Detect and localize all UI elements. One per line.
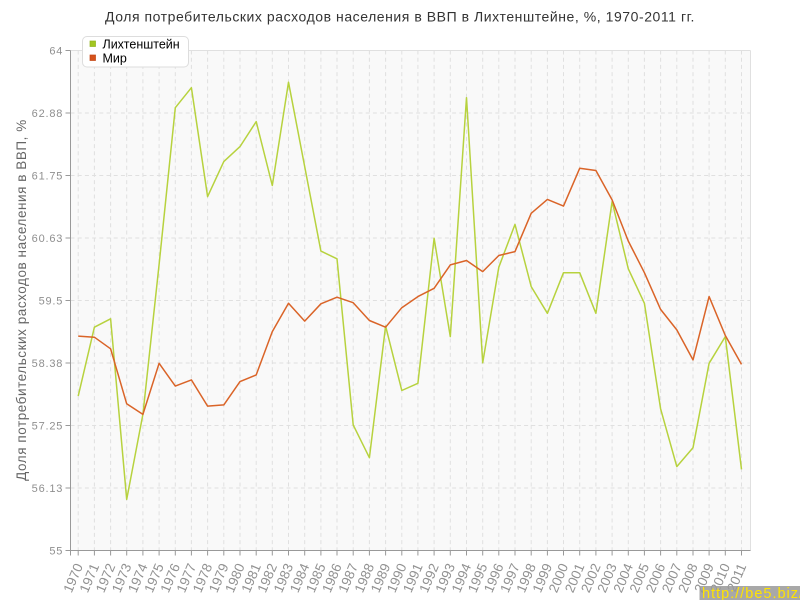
svg-text:64: 64: [49, 46, 63, 58]
svg-text:Лихтенштейн: Лихтенштейн: [103, 37, 180, 51]
svg-text:59.5: 59.5: [39, 296, 64, 308]
svg-text:58.38: 58.38: [32, 358, 64, 370]
svg-text:Мир: Мир: [103, 51, 127, 65]
svg-text:Доля потребительских расходов: Доля потребительских расходов населения …: [14, 119, 29, 481]
svg-text:Доля потребительских расходов: Доля потребительских расходов населения …: [105, 9, 695, 25]
svg-text:56.13: 56.13: [32, 483, 64, 495]
svg-text:57.25: 57.25: [32, 421, 64, 433]
svg-text:http://be5.biz/: http://be5.biz/: [702, 586, 800, 600]
svg-text:61.75: 61.75: [32, 171, 64, 183]
svg-text:60.63: 60.63: [32, 233, 64, 245]
svg-text:62.88: 62.88: [32, 108, 64, 120]
svg-text:55: 55: [49, 546, 63, 558]
